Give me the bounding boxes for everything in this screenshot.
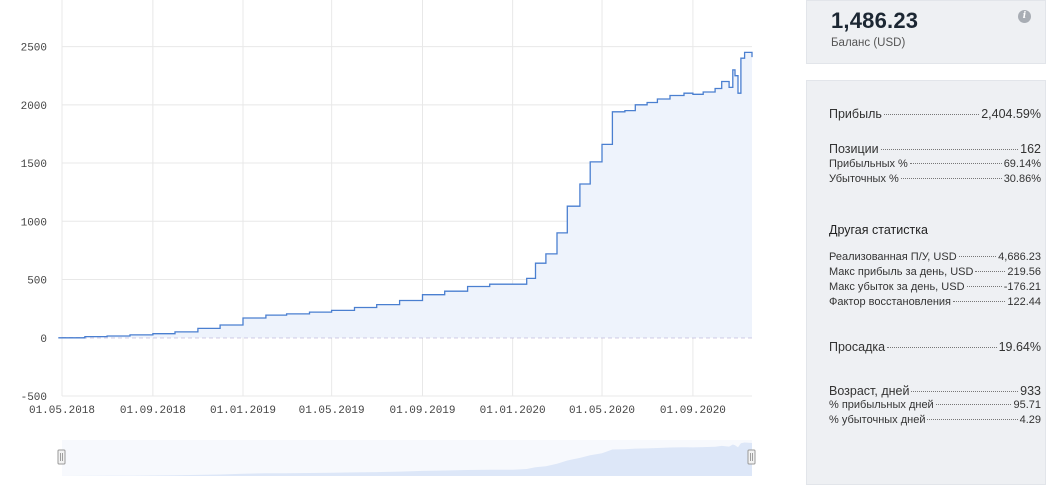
x-tick-label: 01.09.2020 [660,405,726,417]
y-tick-label: 1000 [21,217,47,229]
stat-age-days: Возраст, дней 933 [829,384,1041,398]
y-tick-label: -500 [21,392,47,404]
equity-chart-svg: -500 0 500 1000 1500 2000 2500 01.05.2018 01.09… [21,0,756,476]
equity-line [58,51,753,339]
stat-label: Просадка [829,340,886,354]
stat-profitable-days-pct: % прибыльных дней 95.71 [829,398,1041,413]
stat-losing-days-pct: % убыточных дней 4.29 [829,413,1041,428]
other-stats-heading: Другая статистка [829,223,928,237]
stat-winning-pct: Прибыльных % 69.14% [829,157,1041,172]
stat-value: 4,686.23 [998,251,1041,263]
stat-label: Реализованная П/У, USD [829,251,957,263]
stat-recovery-factor: Фактор восстановления 122.44 [829,295,1041,310]
navigator-series [58,442,753,476]
stat-value: 95.71 [1013,399,1041,411]
stats-card: Прибыль 2,404.59% Позиции 162 Прибыльных %… [806,80,1046,485]
stat-value: 30.86% [1003,173,1041,185]
range-navigator[interactable] [57,440,756,476]
stat-max-day-loss: Макс убыток за день, USD -176.21 [829,280,1041,295]
stat-label: Прибыль [829,107,882,121]
equity-chart: -500 0 500 1000 1500 2000 2500 01.05.2018 01.09… [21,0,756,476]
stat-label: % прибыльных дней [829,399,934,411]
navigator-handle[interactable] [57,449,66,465]
stat-realized-pl: Реализованная П/У, USD 4,686.23 [829,250,1041,265]
stat-label: Убыточных % [829,173,899,185]
x-tick-label: 01.05.2020 [569,405,635,417]
balance-card: 1,486.23 Баланс (USD) i [806,0,1046,64]
x-tick-label: 01.05.2018 [29,405,95,417]
stat-value: 19.64% [998,340,1041,354]
balance-value: 1,486.23 [831,8,919,33]
x-tick-label: 01.05.2019 [299,405,365,417]
x-tick-label: 01.09.2018 [120,405,186,417]
info-icon[interactable]: i [1018,10,1031,23]
y-tick-label: 2500 [21,43,47,55]
stat-max-day-profit: Макс прибыль за день, USD 219.56 [829,265,1041,280]
balance-label: Баланс (USD) [831,37,906,49]
y-axis: -500 0 500 1000 1500 2000 2500 [21,43,47,404]
stat-value: 69.14% [1003,158,1041,170]
x-tick-label: 01.01.2020 [480,405,546,417]
y-tick-label: 2000 [21,101,47,113]
stat-drawdown: Просадка 19.64% [829,340,1041,354]
stat-label: Позиции [829,142,879,156]
stat-value: 122.44 [1007,296,1041,308]
y-tick-label: 500 [27,276,47,288]
equity-area [58,52,753,338]
y-tick-label: 1500 [21,159,47,171]
x-tick-label: 01.01.2019 [210,405,276,417]
stat-value: 933 [1020,384,1041,398]
stat-value: 4.29 [1019,414,1041,426]
stat-profit: Прибыль 2,404.59% [829,107,1041,121]
stat-value: 2,404.59% [981,107,1041,121]
equity-area-layer [58,51,753,339]
x-axis: 01.05.2018 01.09.2018 01.01.2019 01.05.2019… [29,405,726,417]
stat-label: Возраст, дней [829,384,910,398]
navigator-handle[interactable] [747,449,756,465]
stat-positions: Позиции 162 [829,142,1041,156]
stat-value: -176.21 [1003,281,1041,293]
x-tick-label: 01.09.2019 [390,405,456,417]
stat-value: 162 [1020,142,1041,156]
y-tick-label: 0 [40,334,47,346]
stat-label: Макс убыток за день, USD [829,281,965,293]
stat-label: Макс прибыль за день, USD [829,266,974,278]
stat-label: Прибыльных % [829,158,908,170]
stat-losing-pct: Убыточных % 30.86% [829,172,1041,187]
stat-label: % убыточных дней [829,414,926,426]
stat-value: 219.56 [1007,266,1041,278]
stat-label: Фактор восстановления [829,296,951,308]
